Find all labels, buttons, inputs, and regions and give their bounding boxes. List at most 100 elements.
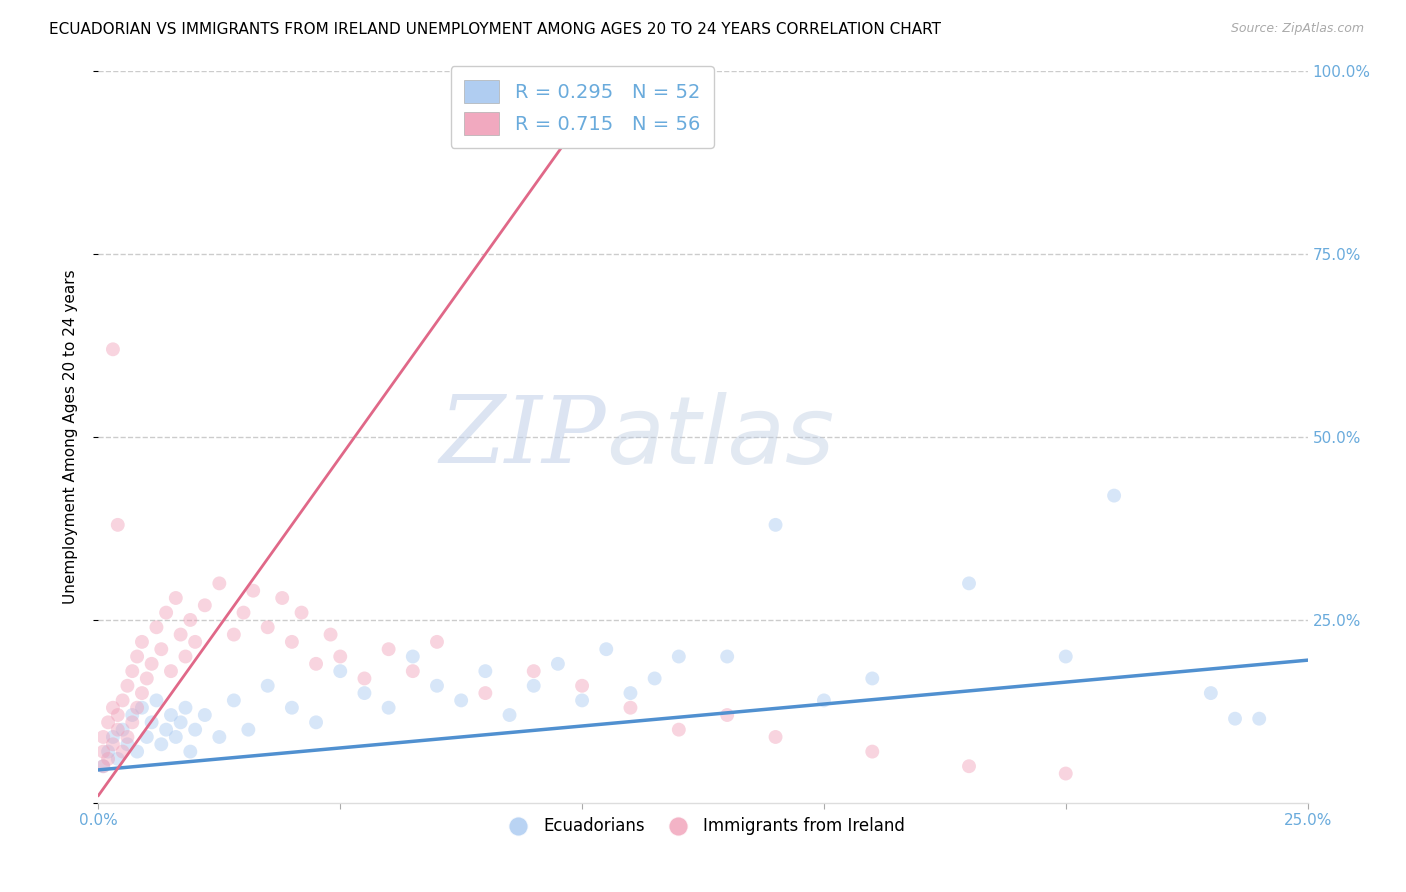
Point	[107, 723, 129, 737]
Point	[135, 730, 157, 744]
Point	[426, 679, 449, 693]
Point	[290, 606, 312, 620]
Point	[765, 517, 787, 532]
Point	[208, 576, 231, 591]
Point	[668, 723, 690, 737]
Point	[281, 635, 304, 649]
Point	[194, 599, 217, 613]
Point	[111, 745, 134, 759]
Point	[242, 583, 264, 598]
Point	[131, 700, 153, 714]
Point	[97, 752, 120, 766]
Point	[165, 591, 187, 605]
Point	[1054, 649, 1077, 664]
Point	[155, 606, 177, 620]
Legend: Ecuadorians, Immigrants from Ireland: Ecuadorians, Immigrants from Ireland	[495, 811, 911, 842]
Point	[523, 664, 546, 678]
Point	[222, 627, 245, 641]
Point	[155, 723, 177, 737]
Point	[329, 664, 352, 678]
Y-axis label: Unemployment Among Ages 20 to 24 years: Unemployment Among Ages 20 to 24 years	[63, 269, 77, 605]
Point	[271, 591, 294, 605]
Point	[957, 759, 980, 773]
Point	[160, 664, 183, 678]
Text: Source: ZipAtlas.com: Source: ZipAtlas.com	[1230, 22, 1364, 36]
Point	[111, 693, 134, 707]
Point	[101, 343, 124, 357]
Point	[377, 642, 399, 657]
Point	[1199, 686, 1222, 700]
Point	[194, 708, 217, 723]
Point	[174, 649, 197, 664]
Point	[1249, 712, 1271, 726]
Point	[305, 715, 328, 730]
Point	[860, 745, 883, 759]
Point	[474, 664, 496, 678]
Point	[107, 517, 129, 532]
Point	[474, 686, 496, 700]
Point	[121, 664, 143, 678]
Point	[305, 657, 328, 671]
Point	[238, 723, 260, 737]
Point	[523, 679, 546, 693]
Point	[1223, 712, 1246, 726]
Point	[595, 642, 617, 657]
Point	[619, 700, 641, 714]
Point	[1102, 489, 1125, 503]
Point	[91, 730, 114, 744]
Point	[547, 657, 569, 671]
Point	[91, 759, 114, 773]
Text: ZIP: ZIP	[440, 392, 606, 482]
Point	[179, 745, 201, 759]
Point	[169, 715, 191, 730]
Point	[145, 693, 167, 707]
Point	[319, 627, 342, 641]
Point	[377, 700, 399, 714]
Point	[117, 679, 139, 693]
Point	[150, 642, 173, 657]
Point	[141, 715, 163, 730]
Point	[107, 752, 129, 766]
Point	[281, 700, 304, 714]
Point	[498, 708, 520, 723]
Point	[222, 693, 245, 707]
Point	[117, 737, 139, 751]
Point	[121, 715, 143, 730]
Point	[101, 737, 124, 751]
Point	[813, 693, 835, 707]
Point	[571, 679, 593, 693]
Point	[619, 686, 641, 700]
Point	[571, 693, 593, 707]
Point	[117, 730, 139, 744]
Point	[426, 635, 449, 649]
Text: ECUADORIAN VS IMMIGRANTS FROM IRELAND UNEMPLOYMENT AMONG AGES 20 TO 24 YEARS COR: ECUADORIAN VS IMMIGRANTS FROM IRELAND UN…	[49, 22, 941, 37]
Point	[957, 576, 980, 591]
Point	[329, 649, 352, 664]
Point	[150, 737, 173, 751]
Point	[353, 672, 375, 686]
Point	[141, 657, 163, 671]
Point	[160, 708, 183, 723]
Point	[131, 686, 153, 700]
Point	[127, 745, 149, 759]
Point	[111, 723, 134, 737]
Point	[668, 649, 690, 664]
Point	[353, 686, 375, 700]
Point	[256, 620, 278, 634]
Point	[184, 635, 207, 649]
Point	[135, 672, 157, 686]
Point	[127, 700, 149, 714]
Point	[716, 649, 738, 664]
Point	[174, 700, 197, 714]
Point	[765, 730, 787, 744]
Point	[101, 700, 124, 714]
Point	[450, 693, 472, 707]
Point	[208, 730, 231, 744]
Point	[127, 649, 149, 664]
Point	[860, 672, 883, 686]
Point	[169, 627, 191, 641]
Point	[97, 715, 120, 730]
Point	[91, 759, 114, 773]
Point	[716, 708, 738, 723]
Point	[145, 620, 167, 634]
